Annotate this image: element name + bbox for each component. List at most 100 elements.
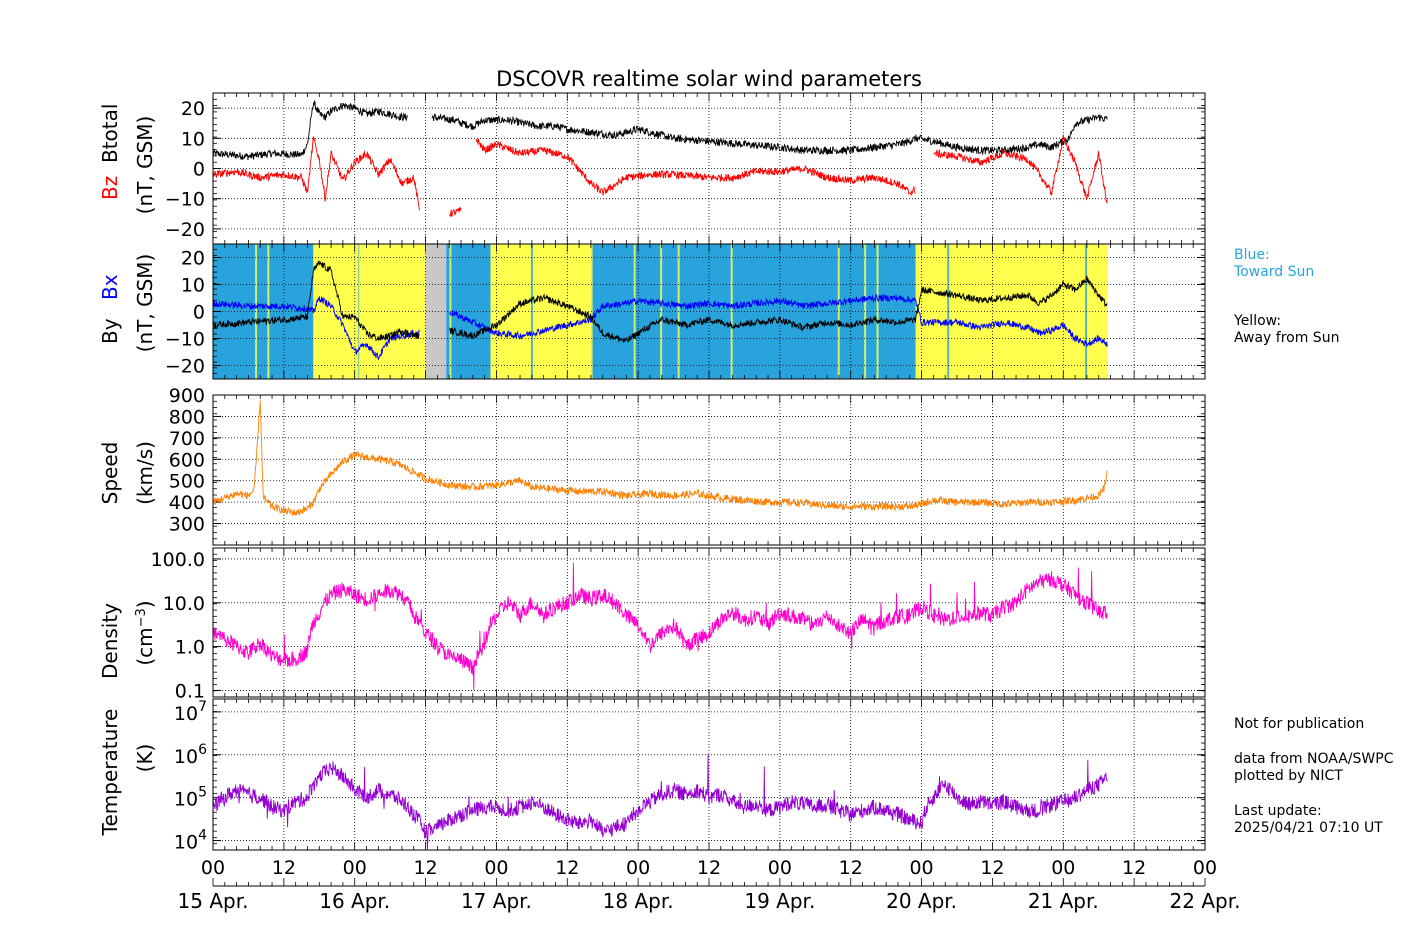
y-tick-base: 10: [174, 832, 198, 854]
series-bx: [212, 293, 1108, 361]
last-update-label: Last update:: [1234, 803, 1322, 819]
chart-panels: 20 10 0 −10 −20 20 10 0 −10 −20 900800700600500400…: [151, 92, 1206, 854]
y-tick-exp: 4: [198, 828, 207, 844]
hour-tick-label: 00: [768, 857, 792, 879]
y-tick-label: 600: [169, 449, 205, 471]
sector-stripe: [412, 244, 415, 379]
y-tick-exp: 6: [198, 742, 207, 758]
btotal-label: Btotal: [98, 104, 122, 163]
sector-legend-blue-text: Toward Sun: [1234, 264, 1315, 280]
sector-stripe: [1018, 244, 1021, 379]
y-tick-label: 106: [174, 742, 207, 768]
panel-frame: [212, 394, 1206, 546]
sector-stripe: [481, 244, 484, 379]
source-note: data from NOAA/SWPC: [1234, 751, 1394, 767]
sector-stripe: [313, 244, 316, 379]
sector-stripe: [892, 244, 895, 379]
hour-tick-label: 00: [1051, 857, 1075, 879]
hour-tick-label: 00: [343, 857, 367, 879]
y-tick-exp: 5: [198, 785, 207, 801]
btotal-axis-label: Btotal Bz (nT, GSM): [98, 104, 157, 215]
chart-title: DSCOVR realtime solar wind parameters: [496, 67, 922, 91]
hour-tick-label: 00: [626, 857, 650, 879]
by-label: By: [98, 318, 122, 344]
plotted-by-note: plotted by NICT: [1234, 768, 1343, 784]
sector-stripe: [879, 244, 882, 379]
y-tick-label: −20: [165, 356, 205, 378]
y-tick-label: 700: [169, 428, 205, 450]
speed-unit-label: (km/s): [133, 441, 157, 505]
y-tick-label: 10.0: [163, 593, 205, 615]
time-axis: 00 12 00 12 00 12 00 12 00 12 00 12 00 12 00 15 Apr. 16 …: [178, 857, 1241, 913]
date-tick-label: 18 Apr.: [603, 889, 674, 913]
hour-tick-label: 12: [272, 857, 296, 879]
hour-tick-label: 00: [909, 857, 933, 879]
sector-stripe: [1017, 244, 1020, 379]
series-btotal: [212, 99, 1108, 161]
sector-stripe: [714, 244, 717, 379]
sector-stripe: [837, 244, 840, 379]
date-tick-label: 15 Apr.: [178, 889, 249, 913]
y-tick-exp: 7: [198, 699, 207, 715]
btotal-unit-label: (nT, GSM): [133, 116, 157, 215]
y-tick-label: 10: [181, 128, 205, 150]
y-tick-label: 800: [169, 406, 205, 428]
speed-axis-label: Speed (km/s): [98, 441, 157, 505]
sector-stripe: [958, 244, 961, 379]
hour-tick-label: 12: [1122, 857, 1146, 879]
speed-label: Speed: [98, 442, 122, 505]
y-tick-label: 107: [174, 699, 207, 725]
y-tick-label: 20: [181, 248, 205, 270]
y-tick-label: −10: [165, 189, 205, 211]
bxby-unit-label: (nT, GSM): [133, 254, 157, 353]
date-tick-label: 21 Apr.: [1028, 889, 1099, 913]
sector-stripe: [657, 244, 660, 379]
sector-stripe: [358, 244, 361, 379]
y-tick-label: 0: [193, 302, 205, 324]
bz-label: Bz: [98, 176, 122, 200]
last-update-value: 2025/04/21 07:10 UT: [1234, 820, 1383, 836]
hour-tick-label: 00: [1193, 857, 1217, 879]
series-temperature: [212, 754, 1108, 850]
y-tick-label: −20: [165, 219, 205, 241]
date-tick-label: 16 Apr.: [319, 889, 390, 913]
hour-tick-label: 12: [980, 857, 1004, 879]
date-tick-label: 22 Apr.: [1170, 889, 1241, 913]
sector-stripe: [255, 244, 258, 379]
bx-label: Bx: [98, 274, 122, 300]
hour-tick-label: 12: [413, 857, 437, 879]
y-tick-label: 400: [169, 492, 205, 514]
sector-stripe: [876, 244, 879, 379]
y-tick-label: −10: [165, 329, 205, 351]
series-density: [212, 562, 1108, 690]
date-tick-label: 19 Apr.: [744, 889, 815, 913]
sector-stripe: [267, 244, 270, 379]
sector-stripe: [660, 244, 663, 379]
y-tick-label: 20: [181, 98, 205, 120]
hour-tick-label: 12: [555, 857, 579, 879]
bxby-axis-label: Bx By (nT, GSM): [98, 254, 157, 353]
temperature-label: Temperature: [98, 709, 122, 837]
y-tick-label: 10: [181, 275, 205, 297]
hour-tick-label: 00: [484, 857, 508, 879]
y-tick-label: 104: [174, 828, 207, 854]
y-tick-label: 300: [169, 514, 205, 536]
sector-stripe: [571, 244, 574, 379]
sector-stripe: [543, 244, 546, 379]
hour-tick-label: 00: [201, 857, 225, 879]
series-speed: [212, 400, 1108, 517]
density-unit-label: (cm−3): [133, 600, 157, 665]
sector-stripe: [864, 244, 867, 379]
hour-tick-label: 12: [839, 857, 863, 879]
panel-frame: [212, 698, 1206, 851]
hour-tick-label: 12: [697, 857, 721, 879]
sector-stripe: [379, 244, 382, 379]
series-bz: [212, 134, 1108, 217]
panel-btotal_bz: 20 10 0 −10 −20: [165, 92, 1206, 245]
sector-legend-yellow-text: Away from Sun: [1234, 330, 1340, 346]
series-by: [212, 260, 1108, 344]
density-axis-label: Density (cm−3): [98, 600, 157, 679]
y-tick-label: 0.1: [175, 680, 205, 702]
y-tick-label: 0: [193, 159, 205, 181]
